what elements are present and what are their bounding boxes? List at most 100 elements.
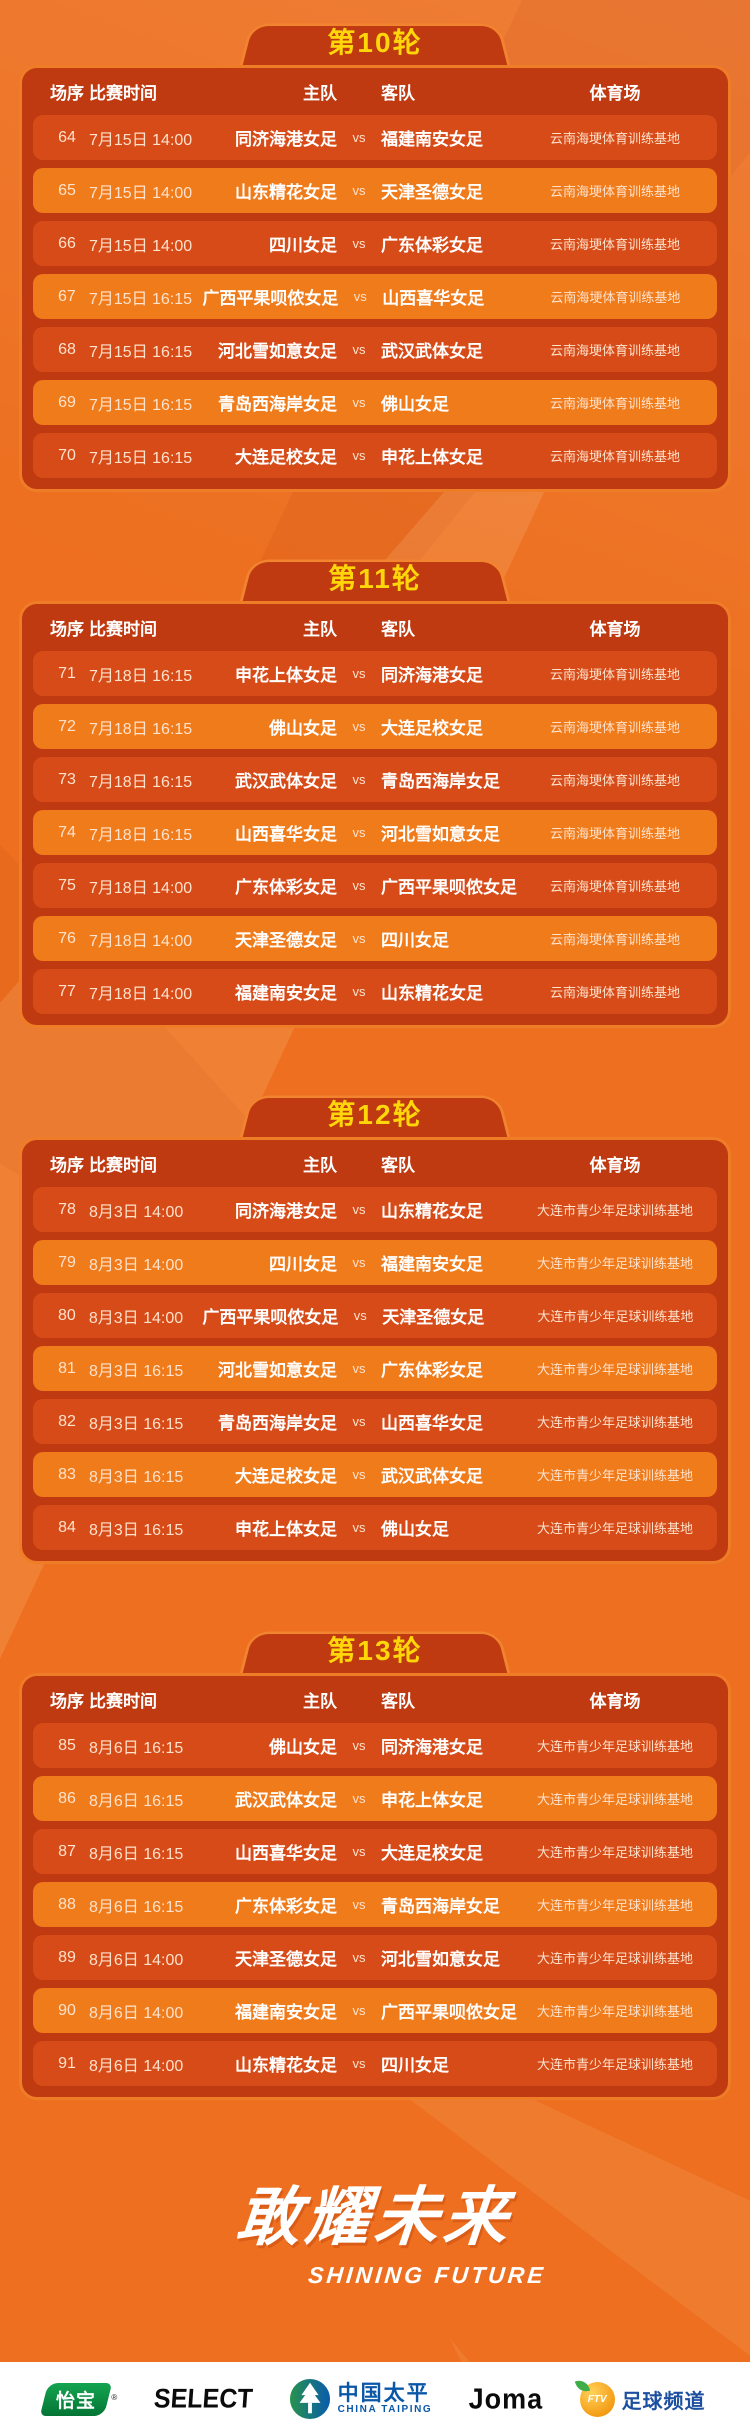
home-team: 河北雪如意女足 (218, 342, 337, 361)
table-body: 85 8月6日 16:15 佛山女足 vs 同济海港女足 大连市青少年足球训练基… (33, 1723, 717, 2086)
away-team: 大连足校女足 (381, 1844, 483, 1863)
china-taiping-cn: 中国太平 (337, 2381, 430, 2405)
match-number: 66 (58, 234, 76, 252)
round-section: 第10轮 场序 比赛时间 主队 客队 体育场 64 7月15日 14:00 同济… (0, 18, 750, 492)
home-team: 天津圣德女足 (235, 1950, 337, 1969)
match-time: 8月3日 14:00 (88, 1309, 184, 1327)
away-team: 青岛西海岸女足 (381, 1897, 500, 1916)
venue: 云南海埂体育训练基地 (550, 290, 681, 305)
match-time: 7月18日 16:15 (89, 720, 193, 738)
home-team: 同济海港女足 (235, 1202, 337, 1221)
match-number: 76 (58, 929, 76, 947)
match-time: 8月6日 14:00 (89, 1951, 184, 1969)
match-number: 64 (58, 128, 76, 146)
vs-label: vs (352, 130, 366, 145)
match-time: 8月6日 16:15 (89, 1739, 184, 1757)
home-team: 大连足校女足 (235, 448, 337, 467)
header-away-team: 客队 (381, 84, 415, 103)
venue: 云南海埂体育训练基地 (549, 985, 680, 1000)
venue: 云南海埂体育训练基地 (549, 773, 680, 788)
match-number: 67 (58, 287, 76, 305)
match-row: 82 8月3日 16:15 青岛西海岸女足 vs 山西喜华女足 大连市青少年足球… (33, 1399, 717, 1444)
header-match-time: 比赛时间 (89, 1156, 157, 1175)
match-number: 70 (58, 446, 76, 464)
football-channel-icon: FTV (579, 2381, 615, 2417)
rounds-container: 第10轮 场序 比赛时间 主队 客队 体育场 64 7月15日 14:00 同济… (0, 18, 750, 2100)
away-team: 武汉武体女足 (381, 1467, 483, 1486)
match-row: 89 8月6日 14:00 天津圣德女足 vs 河北雪如意女足 大连市青少年足球… (33, 1935, 717, 1980)
home-team: 广西平果呗侬女足 (202, 1308, 339, 1327)
sponsor-cestbon: 怡宝 ® (40, 2382, 117, 2416)
home-team: 广东体彩女足 (235, 1897, 337, 1916)
home-team: 四川女足 (269, 1255, 337, 1274)
venue: 云南海埂体育训练基地 (549, 449, 680, 464)
schedule-table: 场序 比赛时间 主队 客队 体育场 85 8月6日 16:15 佛山女足 vs … (19, 1673, 731, 2100)
china-taiping-texts: 中国太平 CHINA TAIPING (337, 2381, 433, 2416)
away-team: 佛山女足 (381, 395, 449, 414)
away-team: 大连足校女足 (381, 719, 483, 738)
match-row: 75 7月18日 14:00 广东体彩女足 vs 广西平果呗侬女足 云南海埂体育… (33, 863, 717, 908)
ftv-icon-label: FTV (587, 2393, 607, 2405)
vs-label: vs (352, 1791, 366, 1806)
china-taiping-en: CHINA TAIPING (337, 2403, 433, 2415)
match-time: 8月3日 16:15 (89, 1468, 184, 1486)
match-number: 84 (58, 1518, 76, 1536)
header-away-team: 客队 (381, 1156, 415, 1175)
slogan-chinese: 敢耀未来 (233, 2181, 516, 2253)
match-time: 8月6日 14:00 (89, 2057, 184, 2075)
venue: 大连市青少年足球训练基地 (536, 1256, 693, 1271)
match-number: 71 (58, 664, 76, 682)
venue: 大连市青少年足球训练基地 (536, 1415, 693, 1430)
vs-label: vs (353, 1308, 367, 1323)
home-team: 山东精花女足 (235, 183, 337, 202)
vs-label: vs (352, 1255, 366, 1270)
slogan: 敢耀未来 SHINING FUTURE (0, 2166, 750, 2289)
venue: 大连市青少年足球训练基地 (536, 1203, 693, 1218)
vs-label: vs (352, 1950, 366, 1965)
away-team: 河北雪如意女足 (381, 825, 500, 844)
schedule-table: 场序 比赛时间 主队 客队 体育场 71 7月18日 16:15 申花上体女足 … (19, 601, 731, 1028)
away-team: 申花上体女足 (381, 1791, 483, 1810)
match-time: 8月3日 16:15 (89, 1521, 184, 1539)
match-time: 7月18日 14:00 (89, 932, 193, 950)
home-team: 佛山女足 (269, 719, 337, 738)
match-time: 7月15日 16:15 (89, 396, 193, 414)
match-row: 66 7月15日 14:00 四川女足 vs 广东体彩女足 云南海埂体育训练基地 (33, 221, 717, 266)
away-team: 青岛西海岸女足 (381, 772, 500, 791)
header-match-time: 比赛时间 (89, 620, 157, 639)
vs-label: vs (352, 931, 366, 946)
round-section: 第12轮 场序 比赛时间 主队 客队 体育场 78 8月3日 14:00 同济海… (0, 1090, 750, 1564)
sponsor-joma: Joma (469, 2383, 544, 2415)
header-venue: 体育场 (589, 1156, 641, 1175)
match-row: 72 7月18日 16:15 佛山女足 vs 大连足校女足 云南海埂体育训练基地 (33, 704, 717, 749)
match-number: 77 (58, 982, 76, 1000)
vs-label: vs (352, 984, 366, 999)
vs-label: vs (352, 183, 366, 198)
home-team: 佛山女足 (269, 1738, 337, 1757)
vs-label: vs (352, 342, 366, 357)
vs-label: vs (352, 2056, 366, 2071)
match-number: 73 (58, 770, 76, 788)
vs-label: vs (353, 289, 367, 304)
schedule-table: 场序 比赛时间 主队 客队 体育场 64 7月15日 14:00 同济海港女足 … (19, 65, 731, 492)
poster-content: 第10轮 场序 比赛时间 主队 客队 体育场 64 7月15日 14:00 同济… (0, 18, 750, 2289)
vs-label: vs (352, 1467, 366, 1482)
header-venue: 体育场 (589, 1692, 641, 1711)
home-team: 广西平果呗侬女足 (202, 289, 339, 308)
match-time: 8月6日 16:15 (89, 1898, 184, 1916)
vs-label: vs (352, 1844, 366, 1859)
match-time: 8月3日 16:15 (89, 1415, 184, 1433)
vs-label: vs (352, 666, 366, 681)
home-team: 福建南安女足 (235, 984, 337, 1003)
venue: 云南海埂体育训练基地 (549, 720, 680, 735)
china-taiping-icon (289, 2378, 330, 2420)
match-number: 75 (58, 876, 76, 894)
sponsor-bar: 怡宝 ® SELECT 中国太平 CHINA TAIPING (0, 2362, 750, 2436)
venue: 大连市青少年足球训练基地 (536, 1951, 693, 1966)
home-team: 广东体彩女足 (235, 878, 337, 897)
match-number: 83 (58, 1465, 76, 1483)
venue: 云南海埂体育训练基地 (549, 343, 680, 358)
match-row: 83 8月3日 16:15 大连足校女足 vs 武汉武体女足 大连市青少年足球训… (33, 1452, 717, 1497)
match-time: 7月18日 16:15 (89, 667, 193, 685)
venue: 大连市青少年足球训练基地 (536, 2057, 693, 2072)
